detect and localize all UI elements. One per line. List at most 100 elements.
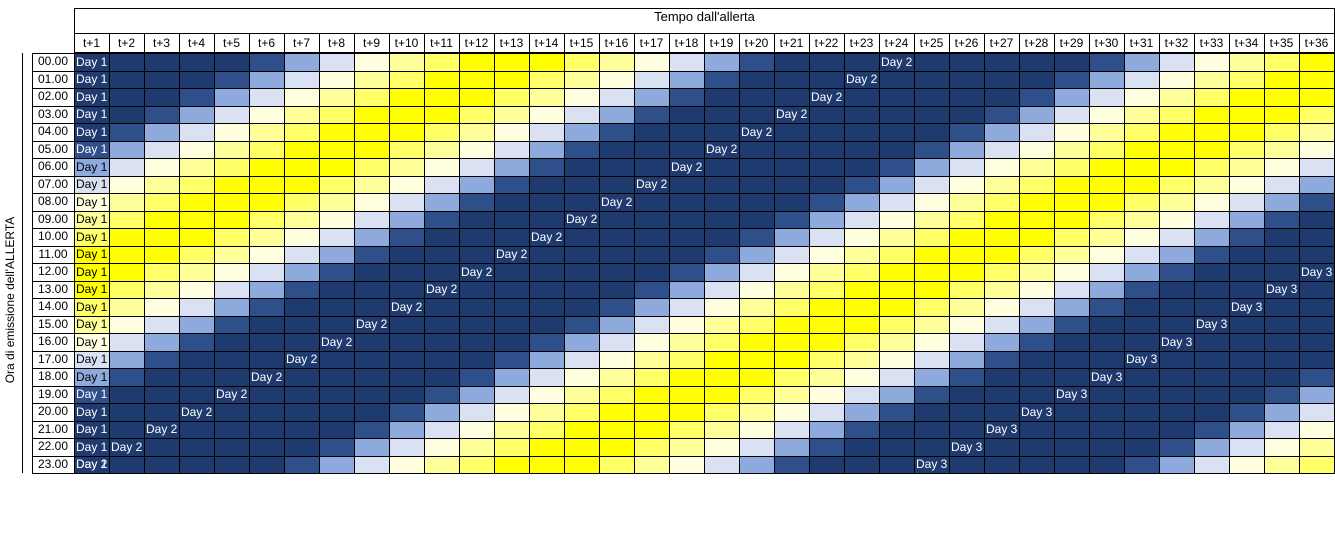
- timeline-cell: [319, 350, 354, 368]
- timeline-cell: [1089, 70, 1124, 88]
- timeline-cell: [1089, 420, 1124, 438]
- timeline-cell: [599, 403, 634, 421]
- grid-line: [32, 438, 74, 439]
- timeline-cell: [1124, 123, 1159, 141]
- timeline-cell: [739, 280, 774, 298]
- timeline-cell: [214, 280, 249, 298]
- timeline-cell: [249, 280, 284, 298]
- timeline-cell: [389, 333, 424, 351]
- row-header: 04.00: [37, 124, 69, 138]
- timeline-cell: [214, 123, 249, 141]
- timeline-cell: [879, 88, 914, 106]
- timeline-cell: [284, 123, 319, 141]
- timeline-cell: [669, 420, 704, 438]
- timeline-cell: [1089, 53, 1124, 71]
- timeline-cell: [109, 53, 144, 71]
- timeline-cell: [1124, 280, 1159, 298]
- timeline-cell: [949, 455, 984, 473]
- timeline-cell: [354, 263, 389, 281]
- timeline-cell: [1159, 175, 1194, 193]
- column-header: t+22: [814, 36, 839, 50]
- timeline-cell: [774, 210, 809, 228]
- timeline-cell: [214, 88, 249, 106]
- timeline-cell: [144, 368, 179, 386]
- timeline-cell: [284, 53, 319, 71]
- timeline-cell: [704, 455, 739, 473]
- timeline-cell: [1124, 88, 1159, 106]
- timeline-cell: [144, 403, 179, 421]
- timeline-cell: [914, 385, 949, 403]
- timeline-cell: [949, 140, 984, 158]
- timeline-cell: [74, 315, 109, 333]
- timeline-cell: [249, 298, 284, 316]
- day-label: Day 1: [76, 229, 108, 244]
- timeline-cell: [144, 228, 179, 246]
- timeline-cell: [634, 420, 669, 438]
- timeline-cell: [1229, 280, 1264, 298]
- day-label: Day 2: [146, 422, 178, 436]
- timeline-cell: [389, 263, 424, 281]
- timeline-cell: [914, 123, 949, 141]
- timeline-cell: [284, 403, 319, 421]
- grid-line: [74, 8, 1335, 9]
- day-label: Day 2: [671, 159, 703, 174]
- timeline-cell: [1089, 228, 1124, 246]
- grid-line: [32, 105, 74, 107]
- timeline-cell: [319, 210, 354, 228]
- timeline-cell: [809, 123, 844, 141]
- timeline-cell: [459, 158, 494, 176]
- column-header: t+15: [569, 36, 594, 50]
- day-label: Day 2: [566, 212, 598, 226]
- timeline-cell: [1124, 228, 1159, 246]
- timeline-cell: [354, 350, 389, 368]
- timeline-cell: [249, 70, 284, 88]
- timeline-cell: [1054, 140, 1089, 158]
- timeline-cell: [879, 175, 914, 193]
- column-header: t+8: [327, 36, 345, 50]
- timeline-cell: [109, 403, 144, 421]
- timeline-cell: [704, 193, 739, 211]
- timeline-cell: [144, 245, 179, 263]
- column-header: t+10: [394, 36, 419, 50]
- timeline-cell: [564, 123, 599, 141]
- timeline-cell: [949, 403, 984, 421]
- timeline-cell: [214, 70, 249, 88]
- timeline-cell: [669, 210, 704, 228]
- timeline-cell: [494, 350, 529, 368]
- timeline-cell: [214, 298, 249, 316]
- timeline-cell: [74, 245, 109, 263]
- timeline-cell: [1019, 385, 1054, 403]
- timeline-cell: [774, 245, 809, 263]
- timeline-cell: [424, 228, 459, 246]
- timeline-cell: [249, 385, 284, 403]
- grid-line: [109, 33, 110, 473]
- timeline-cell: [949, 263, 984, 281]
- timeline-cell: [319, 403, 354, 421]
- row-header: 16.00: [37, 334, 69, 348]
- timeline-cell: [774, 105, 809, 123]
- timeline-cell: [809, 53, 844, 71]
- timeline-cell: [1264, 263, 1299, 281]
- timeline-cell: [389, 228, 424, 246]
- timeline-cell: [634, 438, 669, 456]
- timeline-cell: [249, 420, 284, 438]
- timeline-cell: [774, 123, 809, 141]
- timeline-cell: [634, 403, 669, 421]
- timeline-cell: [1194, 298, 1229, 316]
- timeline-cell: [144, 123, 179, 141]
- timeline-cell: [844, 350, 879, 368]
- day-label: Day 1: [76, 387, 108, 401]
- timeline-cell: [669, 298, 704, 316]
- row-header: 10.00: [37, 229, 69, 243]
- timeline-cell: [144, 105, 179, 123]
- timeline-cell: [179, 263, 214, 281]
- timeline-cell: [1229, 53, 1264, 71]
- column-header: t+34: [1234, 36, 1259, 50]
- timeline-cell: [529, 280, 564, 298]
- timeline-cell: [809, 403, 844, 421]
- timeline-cell: [564, 70, 599, 88]
- timeline-cell: [879, 193, 914, 211]
- timeline-cell: [739, 403, 774, 421]
- timeline-cell: [214, 140, 249, 158]
